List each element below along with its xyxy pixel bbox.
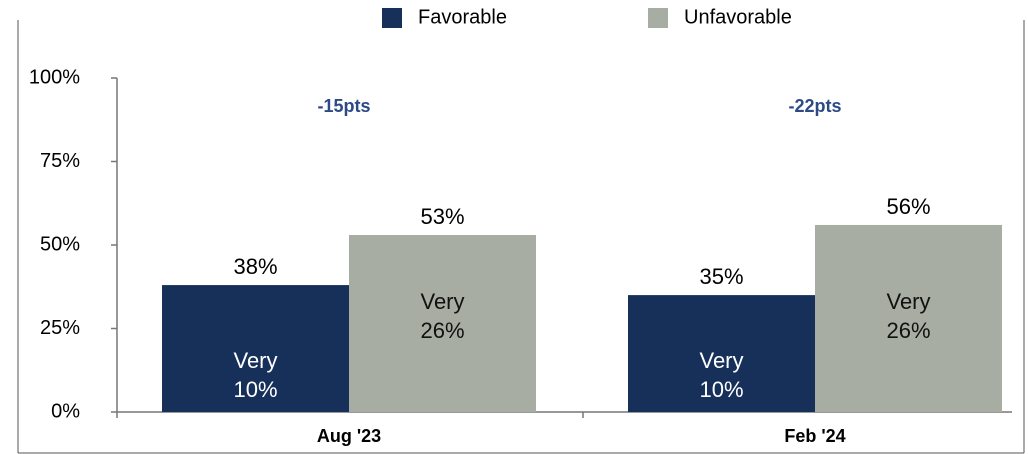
sub-label: Very (886, 289, 930, 314)
bar (628, 295, 815, 412)
difference-label: -15pts (317, 96, 370, 116)
sub-label: Very (699, 348, 743, 373)
sub-value-label: 10% (699, 377, 743, 402)
x-tick-label: Aug '23 (317, 426, 381, 446)
value-label: 53% (420, 204, 464, 229)
y-tick-label: 50% (40, 233, 80, 255)
difference-label: -22pts (788, 96, 841, 116)
sub-value-label: 26% (886, 318, 930, 343)
legend-label: Favorable (418, 6, 507, 28)
bar (162, 285, 349, 412)
y-tick-label: 25% (40, 317, 80, 339)
value-label: 35% (699, 264, 743, 289)
sub-label: Very (233, 348, 277, 373)
y-tick-label: 75% (40, 150, 80, 172)
y-tick-label: 100% (29, 66, 80, 88)
sub-value-label: 10% (233, 377, 277, 402)
legend-swatch (648, 8, 668, 28)
x-tick-label: Feb '24 (784, 426, 845, 446)
bar (815, 224, 1002, 412)
y-tick-label: 0% (51, 400, 80, 422)
sub-value-label: 26% (420, 318, 464, 343)
legend-label: Unfavorable (684, 6, 792, 28)
value-label: 38% (233, 254, 277, 279)
legend-swatch (382, 8, 402, 28)
sub-label: Very (420, 289, 464, 314)
value-label: 56% (886, 194, 930, 219)
bar (349, 234, 536, 412)
